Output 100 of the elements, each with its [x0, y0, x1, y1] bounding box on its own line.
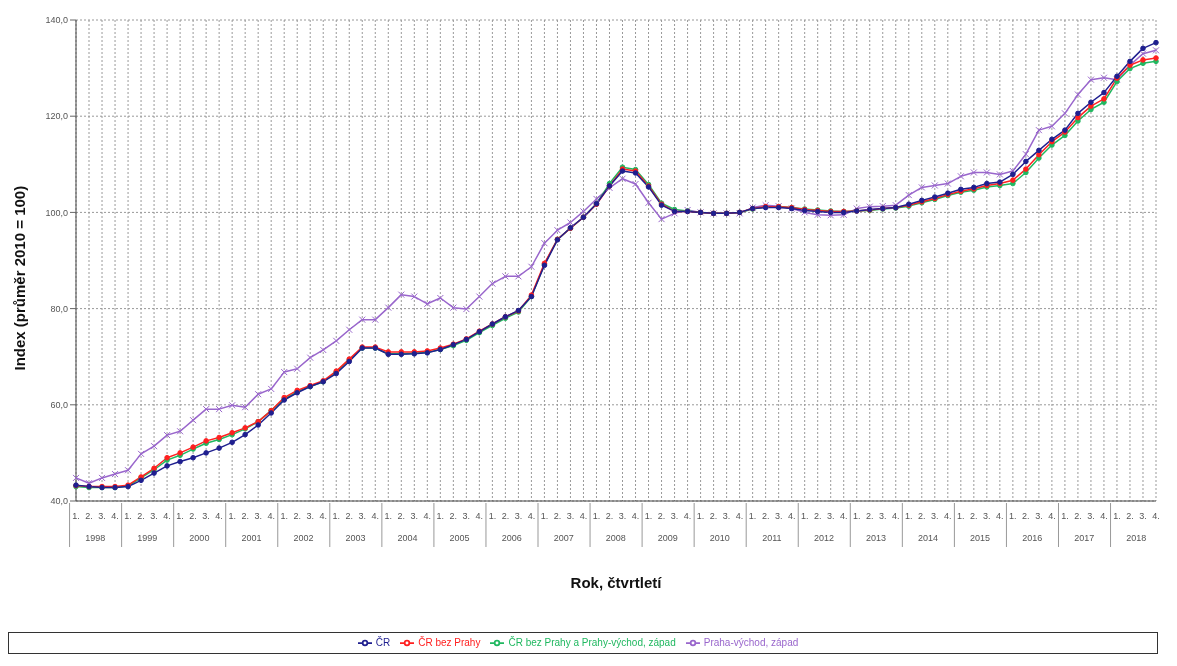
x-tick-label: 2. [865, 511, 874, 521]
x-tick-label: 1. [124, 511, 132, 521]
text: 2013 [865, 533, 887, 543]
x-tick-label: 1. [644, 511, 653, 521]
text: 2012 [813, 533, 834, 543]
x-tick-label: 1. [540, 511, 549, 521]
x-tick-label: 1. [384, 511, 393, 521]
x-tick-label: 4. [163, 511, 171, 521]
text: 2009 [657, 533, 678, 543]
x-tick-label: 3. [254, 511, 262, 521]
x-tick-label: 3. [202, 511, 210, 521]
text: 1998 [85, 533, 106, 543]
x-tick-label: 2. [605, 511, 614, 521]
x-tick-label: 1. [488, 511, 497, 521]
text: 2006 [501, 533, 522, 543]
y-tick-label: 80,0 [50, 303, 68, 314]
y-tick-label: 60,0 [50, 399, 68, 410]
x-tick-label: 4. [787, 511, 796, 521]
legend-label: ČR [375, 636, 391, 648]
x-tick-label: 2. [449, 511, 458, 521]
x-tick-label: 4. [267, 511, 275, 521]
text: 2008 [605, 533, 626, 543]
y-tick-label: 100,0 [45, 207, 68, 218]
x-tick-label: 4. [683, 511, 692, 521]
x-tick-label: 4. [892, 511, 900, 521]
x-tick-label: 3. [1035, 511, 1043, 521]
x-tick-label: 2. [709, 511, 718, 521]
x-tick-label: 3. [931, 511, 939, 521]
legend-label: ČR bez Prahy [418, 636, 481, 648]
x-tick-label: 1. [852, 511, 861, 521]
y-tick-label: 40,0 [50, 496, 68, 507]
x-tick-label: 2. [1126, 511, 1134, 521]
x-tick-label: 4. [1100, 511, 1108, 521]
x-tick-label: 3. [462, 511, 471, 521]
x-tick-label: 4. [1048, 511, 1056, 521]
x-tick-label: 4. [944, 511, 952, 521]
x-tick-label: 2. [137, 511, 145, 521]
x-tick-label: 4. [111, 511, 119, 521]
text: 2000 [189, 533, 210, 543]
x-tick-label: 3. [983, 511, 991, 521]
x-tick-label: 1. [176, 511, 184, 521]
x-tick-label: 2. [345, 511, 354, 521]
y-tick-label: 140,0 [45, 15, 68, 26]
x-tick-label: 3. [826, 511, 835, 521]
x-tick-label: 4. [996, 511, 1004, 521]
text: 2015 [970, 533, 991, 543]
x-tick-label: 1. [228, 511, 236, 521]
x-tick-label: 2. [293, 511, 301, 521]
x-tick-label: 3. [150, 511, 158, 521]
text: 1999 [137, 533, 158, 543]
x-tick-label: 4. [1152, 511, 1160, 521]
x-tick-label: 1. [1061, 511, 1069, 521]
x-tick-label: 2. [397, 511, 406, 521]
x-tick-label: 4. [735, 511, 744, 521]
x-tick-label: 3. [618, 511, 627, 521]
legend-label: Praha-východ, západ [703, 636, 799, 648]
x-tick-label: 3. [98, 511, 106, 521]
x-tick-label: 4. [839, 511, 848, 521]
x-tick-label: 3. [1087, 511, 1095, 521]
x-tick-label: 3. [514, 511, 523, 521]
x-tick-label: 1. [280, 511, 288, 521]
x-tick-label: 4. [215, 511, 223, 521]
x-tick-label: 2. [761, 511, 770, 521]
x-tick-label: 2. [189, 511, 197, 521]
text: 2005 [449, 533, 470, 543]
x-tick-label: 1. [957, 511, 965, 521]
x-tick-label: 2. [657, 511, 666, 521]
x-tick-label: 2. [970, 511, 978, 521]
x-tick-label: 1. [1113, 511, 1121, 521]
legend-label: ČR bez Prahy a Prahy-východ, západ [508, 636, 676, 648]
x-tick-label: 4. [423, 511, 432, 521]
text: 2001 [241, 533, 262, 543]
text: 2017 [1074, 533, 1095, 543]
x-tick-label: 4. [527, 511, 536, 521]
x-tick-label: 1. [800, 511, 809, 521]
text: 2007 [553, 533, 574, 543]
x-tick-label: 2. [813, 511, 822, 521]
x-tick-label: 2. [85, 511, 93, 521]
x-tick-label: 1. [1009, 511, 1017, 521]
x-tick-label: 4. [631, 511, 640, 521]
x-tick-label: 4. [579, 511, 588, 521]
x-tick-label: 2. [918, 511, 926, 521]
x-tick-label: 1. [436, 511, 445, 521]
y-axis-title: Index (průměr 2010 = 100) [11, 185, 29, 371]
x-tick-label: 4. [319, 511, 327, 521]
text: 2010 [709, 533, 730, 543]
x-tick-label: 3. [566, 511, 575, 521]
text: 2002 [293, 533, 314, 543]
x-tick-label: 3. [722, 511, 731, 521]
x-tick-label: 1. [592, 511, 601, 521]
x-tick-label: 3. [306, 511, 314, 521]
text: 2011 [762, 533, 782, 543]
x-tick-label: 3. [878, 511, 887, 521]
x-tick-label: 2. [501, 511, 510, 521]
x-tick-label: 1. [905, 511, 913, 521]
text: 2018 [1126, 533, 1147, 543]
x-tick-label: 1. [696, 511, 705, 521]
x-tick-label: 1. [748, 511, 757, 521]
x-tick-label: 2. [1074, 511, 1082, 521]
text: 2014 [918, 533, 939, 543]
